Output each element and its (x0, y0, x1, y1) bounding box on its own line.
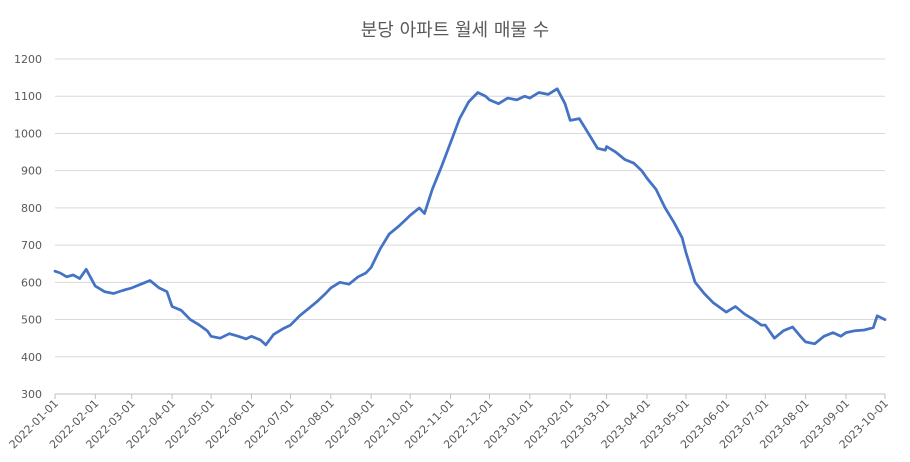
y-tick-label: 1200 (14, 53, 42, 66)
y-tick-label: 700 (21, 239, 42, 252)
y-tick-label: 300 (21, 388, 42, 401)
y-tick-label: 800 (21, 202, 42, 215)
y-tick-label: 600 (21, 276, 42, 289)
y-tick-label: 1000 (14, 127, 42, 140)
chart-title: 분당 아파트 월세 매물 수 (360, 20, 550, 41)
y-tick-label: 500 (21, 314, 42, 327)
y-tick-label: 400 (21, 351, 42, 364)
y-tick-label: 900 (21, 165, 42, 178)
y-tick-label: 1100 (14, 90, 42, 103)
series-line (53, 87, 887, 347)
